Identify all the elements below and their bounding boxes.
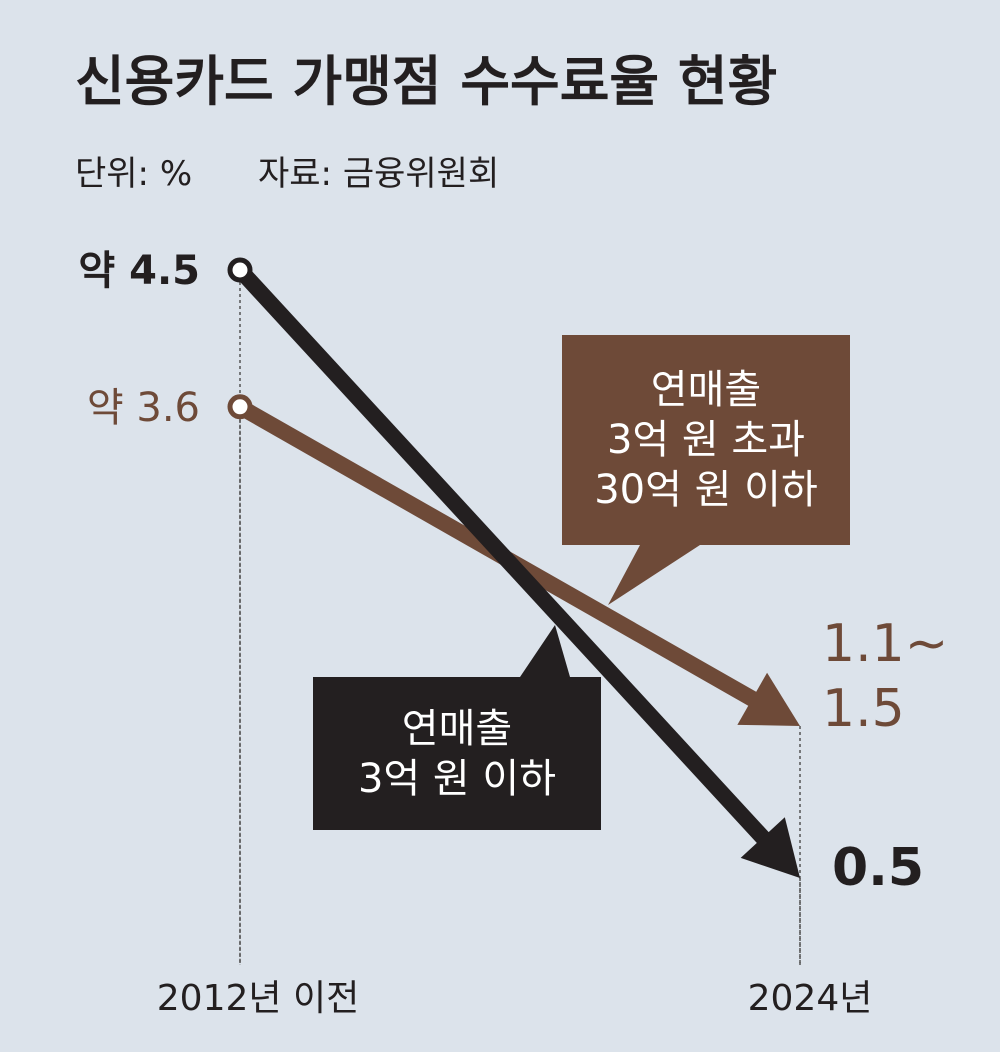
data-label: 약 4.5 xyxy=(78,248,200,294)
callout-pointer xyxy=(520,625,570,677)
unit: 단위: % xyxy=(75,154,192,194)
source: 자료: 금융위원회 xyxy=(258,154,499,194)
data-label: 1.1~ 1.5 xyxy=(822,614,949,739)
x-tick-label: 2024년 xyxy=(748,978,873,1019)
callout-box xyxy=(562,335,850,545)
x-tick-label: 2012년 이전 xyxy=(157,978,359,1019)
callout-box xyxy=(313,677,601,830)
data-label: 0.5 xyxy=(832,838,925,898)
data-label: 약 3.6 xyxy=(87,385,200,431)
point xyxy=(227,394,253,420)
series-line xyxy=(234,264,773,847)
legend-entry: 연매출 3억 원 이하 xyxy=(357,705,557,802)
callout-pointer xyxy=(608,545,700,605)
point xyxy=(227,257,253,283)
legend-entry: 연매출 3억 원 초과 30억 원 이하 xyxy=(594,367,818,513)
arrow-head xyxy=(737,672,800,726)
chart-title: 신용카드 가맹점 수수료율 현황 xyxy=(75,50,777,113)
arrow-head xyxy=(740,817,800,878)
